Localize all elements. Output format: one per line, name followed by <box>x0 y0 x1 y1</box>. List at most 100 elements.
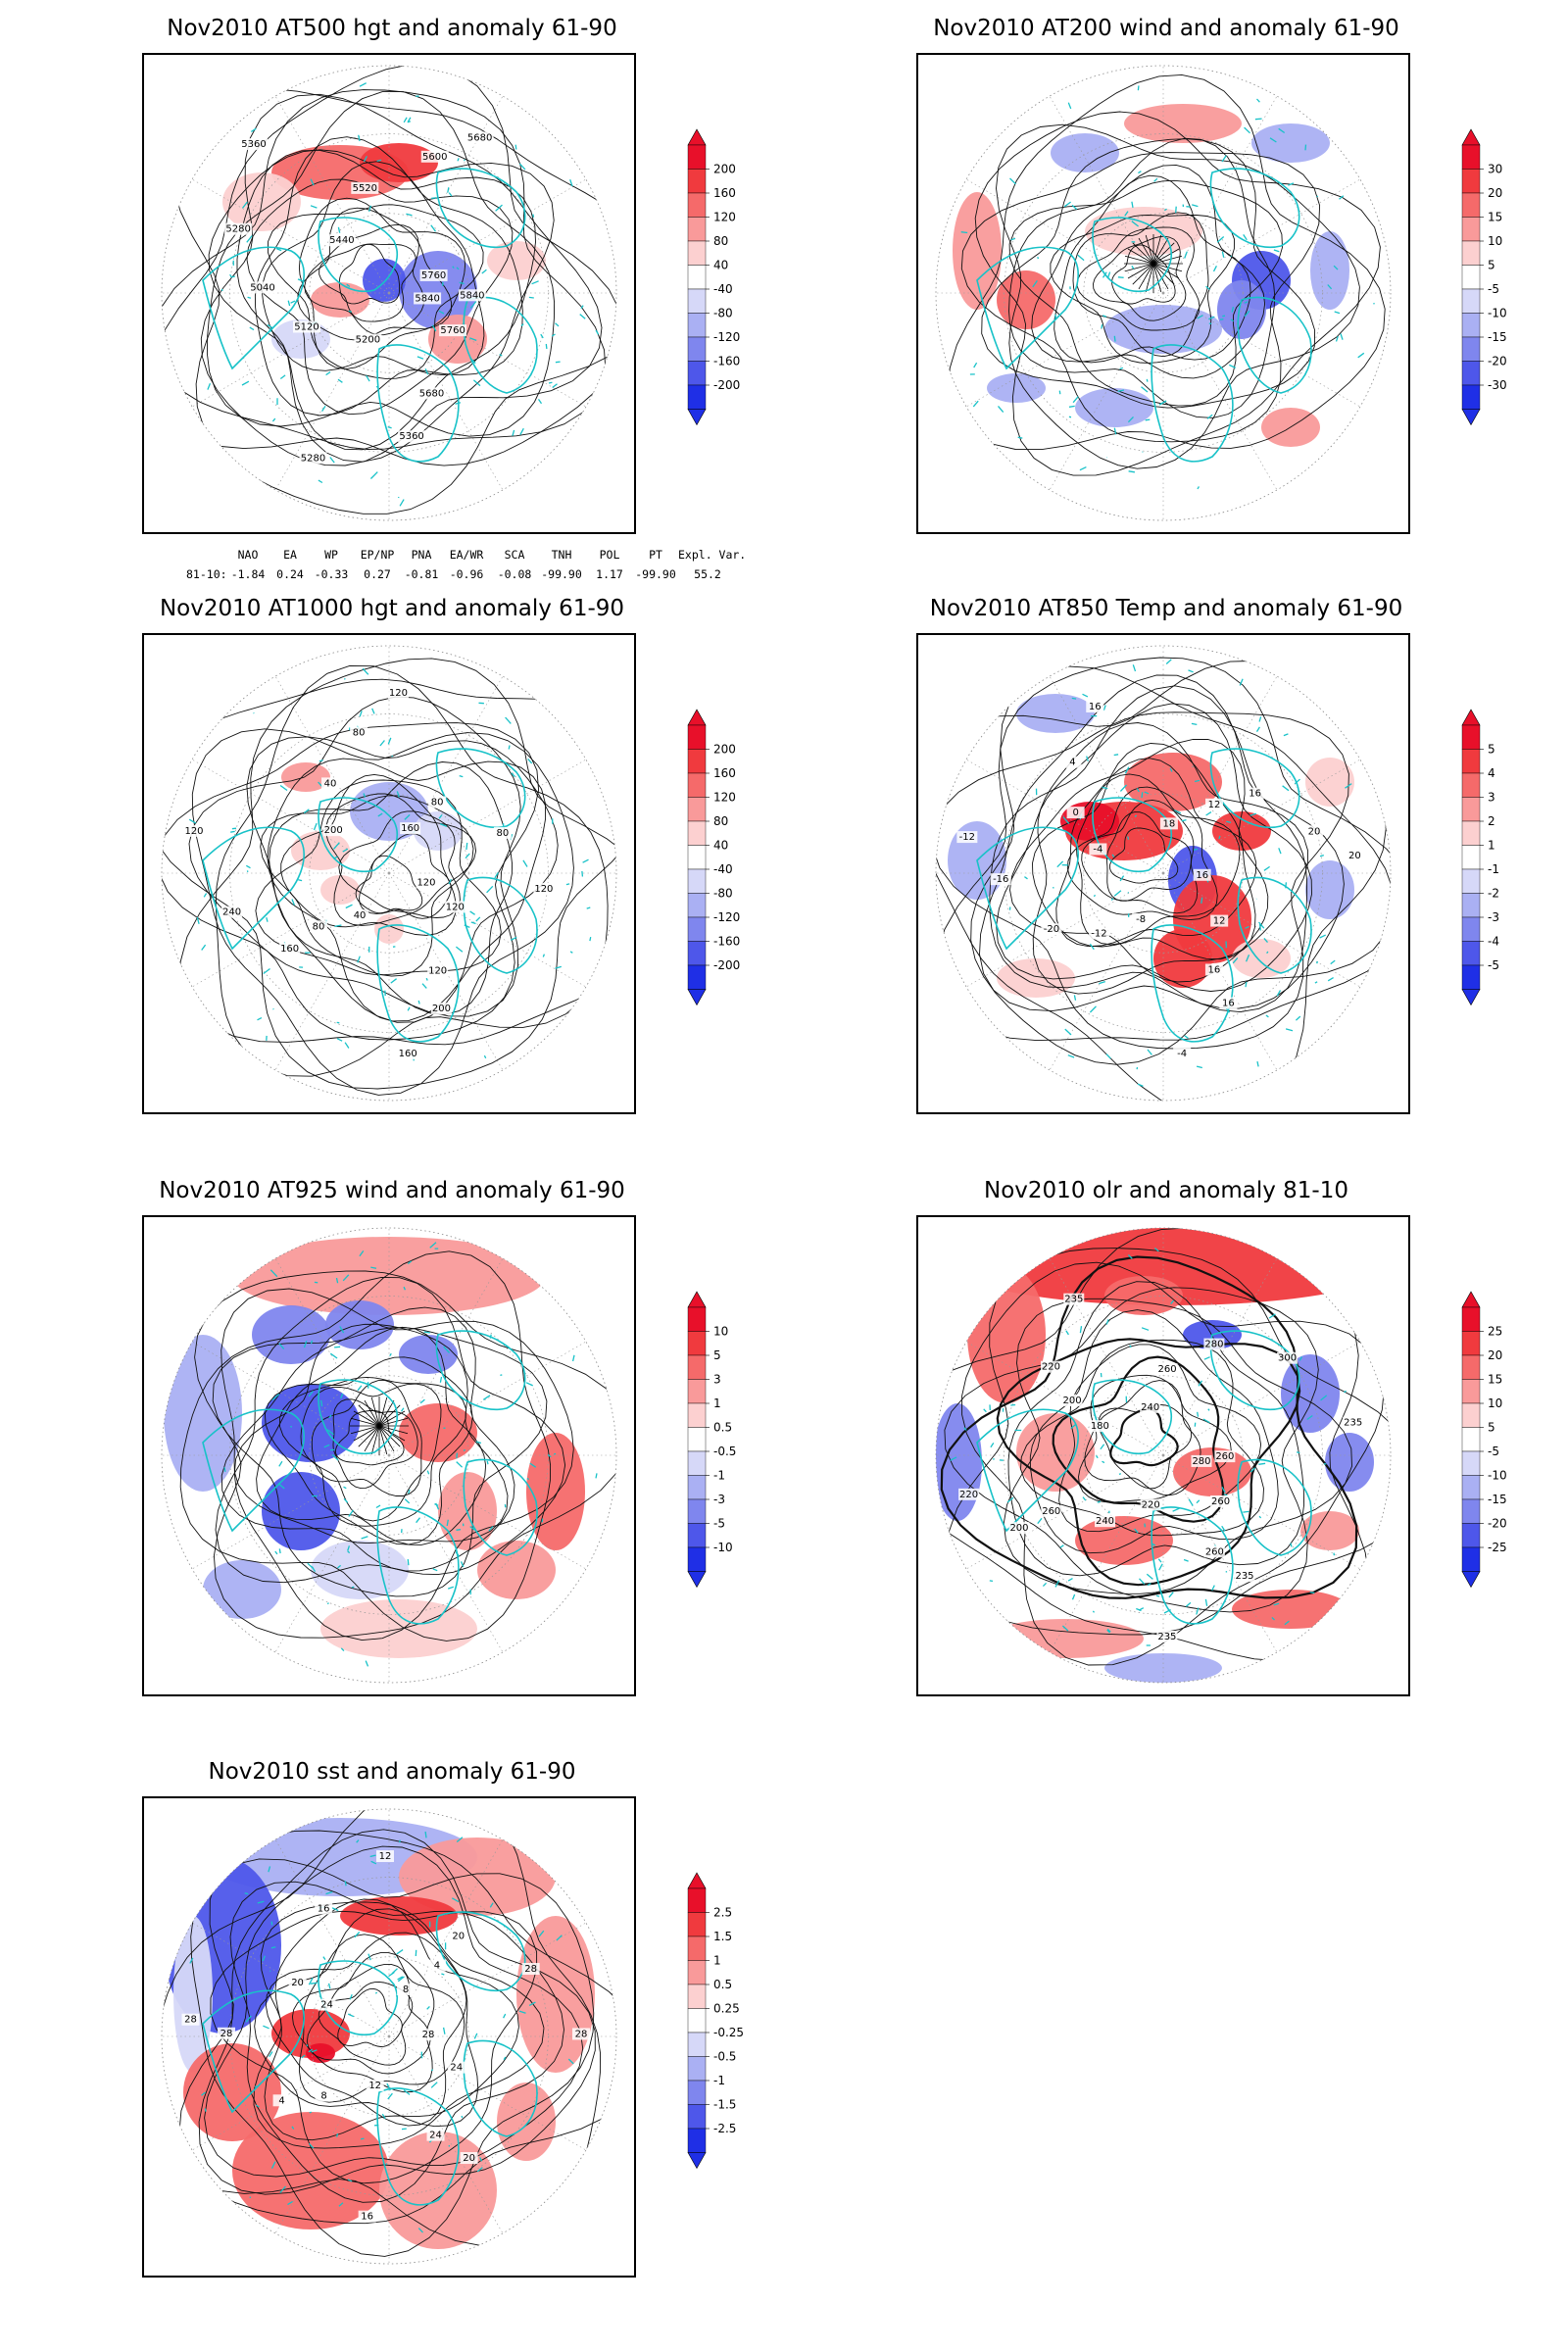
scale-label: 15 <box>1488 211 1502 224</box>
coastline <box>1092 1610 1096 1613</box>
streamline <box>1152 263 1162 293</box>
coastline <box>247 296 252 299</box>
coastline <box>1157 1558 1162 1563</box>
coastline <box>448 1586 454 1590</box>
scale-label: -25 <box>1488 1541 1507 1554</box>
scale-label: -2.5 <box>713 2122 736 2135</box>
coastline <box>1097 1500 1102 1503</box>
coastline <box>1072 396 1079 404</box>
contour-line <box>306 1963 431 2075</box>
coastline <box>342 1274 350 1282</box>
coastline <box>1258 716 1262 722</box>
scale-label: 2 <box>1488 814 1495 828</box>
coastline <box>270 1269 278 1278</box>
scale-label: -200 <box>713 378 740 392</box>
coastline <box>287 2200 293 2206</box>
scale-swatch <box>1461 1379 1481 1404</box>
contour-line <box>940 1255 1358 1599</box>
scale-swatch <box>687 2056 707 2082</box>
scale-label: -1.5 <box>713 2098 736 2112</box>
coastline <box>279 374 286 380</box>
coastline <box>1092 1379 1173 1454</box>
coastline <box>1230 255 1233 258</box>
coastline <box>386 2082 391 2091</box>
coastline <box>1237 296 1312 394</box>
coastline <box>204 2108 207 2112</box>
anomaly-shading <box>967 1266 1046 1403</box>
scale-label: -5 <box>713 1517 725 1531</box>
coastline <box>950 1456 957 1461</box>
contour-label-bg <box>1132 913 1151 926</box>
scale-swatch <box>687 1379 707 1404</box>
coastline <box>442 2027 446 2034</box>
coastline <box>336 1038 343 1042</box>
scale-label: 1 <box>713 1954 721 1968</box>
coastline <box>1222 315 1226 318</box>
map-content <box>936 646 1391 1101</box>
anomaly-shading <box>183 2043 281 2141</box>
contour-label: 16 <box>1208 964 1221 975</box>
coastline <box>435 1911 526 1991</box>
polar-map <box>161 1227 617 1684</box>
coastline <box>555 965 562 969</box>
contour-label-bg <box>1219 997 1238 1009</box>
coastline <box>230 830 235 833</box>
contour-label-bg <box>414 292 442 305</box>
coastline <box>1106 1629 1110 1634</box>
coastline <box>403 117 408 123</box>
teleconnection-header: NAO <box>237 548 259 562</box>
coastline <box>1071 1593 1076 1600</box>
coastline <box>551 333 556 337</box>
coastline <box>1151 1506 1234 1625</box>
contour-line <box>947 1248 1391 1636</box>
coastline <box>567 2058 574 2065</box>
panel-title: Nov2010 AT925 wind and anomaly 61-90 <box>159 1178 625 1203</box>
coastline <box>1221 1486 1226 1494</box>
coastline <box>1151 924 1234 1043</box>
coastline <box>1284 1620 1290 1626</box>
coastline <box>310 1982 318 1984</box>
coastline <box>482 1395 491 1400</box>
contour-label: 300 <box>1278 1353 1297 1364</box>
coastline <box>345 904 353 909</box>
coastline <box>1158 400 1167 406</box>
anomaly-shading <box>526 1433 585 1550</box>
coastline <box>1319 854 1324 858</box>
coastline <box>983 1408 987 1413</box>
scale-label: 0.25 <box>713 2002 740 2016</box>
coastline <box>333 842 340 850</box>
coastline <box>472 379 481 387</box>
coastline <box>270 1946 276 1949</box>
coastline <box>1232 956 1239 964</box>
streamline <box>1145 234 1154 265</box>
streamline <box>1124 263 1154 272</box>
coastline <box>1245 954 1250 962</box>
scale-label: 120 <box>713 211 736 224</box>
coastline <box>569 178 573 187</box>
coastline <box>466 842 468 851</box>
contour-label: 40 <box>354 910 367 921</box>
contour-label-bg <box>299 452 327 465</box>
coastline <box>1073 995 1077 1001</box>
coastline <box>431 197 437 200</box>
coastline <box>279 784 288 792</box>
coastline <box>1200 897 1203 904</box>
scale-swatch <box>687 265 707 290</box>
coastline <box>271 1394 280 1401</box>
panel-at500: Nov2010 AT500 hgt and anomaly 61-90 5840… <box>137 14 941 602</box>
coastline <box>528 296 534 299</box>
contour-label: -16 <box>993 874 1008 885</box>
scale-arrow-bottom <box>687 989 707 1006</box>
contour-label-bg <box>1246 787 1264 800</box>
coastline <box>277 1483 285 1490</box>
coastline <box>1256 98 1260 103</box>
coastline <box>1314 981 1318 984</box>
scale-swatch <box>687 1984 707 2009</box>
map-content <box>936 66 1391 520</box>
coastline <box>552 383 558 389</box>
contour-label-bg <box>1041 923 1062 936</box>
contour-label-bg <box>1203 1338 1225 1350</box>
map-content <box>162 1228 616 1683</box>
coastline <box>1139 1578 1146 1585</box>
contour-line <box>981 138 1316 409</box>
